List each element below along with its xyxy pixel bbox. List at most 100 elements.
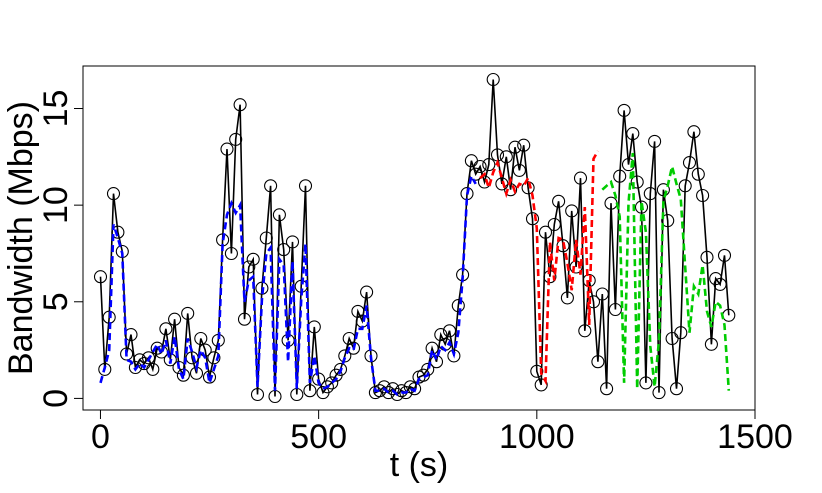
data-point-marker <box>713 277 727 291</box>
data-point-marker <box>556 239 570 253</box>
data-point-marker <box>678 179 692 193</box>
data-point-marker <box>538 225 553 239</box>
data-point-marker <box>168 312 182 326</box>
data-point-marker <box>259 231 273 245</box>
data-point-marker <box>220 142 234 156</box>
data-point-marker <box>469 167 483 181</box>
data-point-marker <box>499 150 513 164</box>
data-point-marker <box>578 324 592 338</box>
x-tick-label: 0 <box>91 418 110 456</box>
x-axis-label: t (s) <box>390 446 449 484</box>
data-point-marker <box>613 169 627 183</box>
data-point-marker <box>163 353 177 367</box>
data-point-marker <box>512 163 526 177</box>
y-tick-label: 15 <box>37 90 75 128</box>
data-point-marker <box>560 291 574 305</box>
data-point-marker <box>325 376 339 390</box>
data-point-marker <box>573 171 588 185</box>
data-point-marker <box>648 134 662 148</box>
data-point-marker <box>303 384 317 398</box>
data-point-marker <box>552 194 566 208</box>
series-line-prediction-2 <box>479 150 600 386</box>
data-point-marker <box>298 179 313 193</box>
data-point-marker <box>565 204 579 218</box>
data-point-marker <box>547 217 561 232</box>
data-point-marker <box>643 187 657 201</box>
data-point-marker <box>408 382 422 396</box>
data-point-marker <box>442 324 457 338</box>
data-point-marker <box>233 98 247 112</box>
data-point-marker <box>525 212 540 226</box>
data-point-marker <box>717 248 732 262</box>
data-point-marker <box>172 360 186 375</box>
data-point-marker <box>639 376 653 390</box>
data-point-marker <box>285 235 300 249</box>
series-line-prediction-3 <box>601 152 731 391</box>
data-point-marker <box>159 322 173 336</box>
data-point-marker <box>360 285 374 299</box>
data-point-marker <box>272 208 286 222</box>
data-point-marker <box>595 287 609 301</box>
data-point-marker <box>517 138 531 152</box>
data-point-marker <box>202 370 217 384</box>
data-point-marker <box>93 270 108 284</box>
data-point-marker <box>98 362 112 376</box>
data-point-marker <box>630 175 644 189</box>
data-point-marker <box>669 382 684 396</box>
data-point-marker <box>128 360 142 375</box>
data-point-marker <box>237 312 252 326</box>
data-point-marker <box>661 214 675 228</box>
data-point-marker <box>207 351 221 365</box>
y-axis: 0 5 10 15 <box>37 90 83 408</box>
data-point-marker <box>482 158 496 172</box>
data-point-marker <box>617 103 631 117</box>
data-point-marker <box>333 362 348 376</box>
data-point-marker <box>591 355 605 369</box>
data-point-marker <box>687 125 701 139</box>
data-point-marker <box>700 250 714 264</box>
data-point-marker <box>586 295 601 309</box>
y-tick-label: 5 <box>37 292 75 311</box>
data-point-marker <box>250 387 265 402</box>
data-point-marker <box>682 156 697 170</box>
data-point-marker <box>312 372 326 386</box>
data-point-marker <box>229 132 243 146</box>
data-point-marker <box>242 260 256 274</box>
data-point-marker <box>120 347 134 361</box>
data-point-marker <box>255 281 269 295</box>
data-point-marker <box>691 167 705 181</box>
data-point-marker <box>124 328 138 342</box>
data-point-marker <box>106 187 121 201</box>
data-point-marker <box>674 326 688 340</box>
plot-frame <box>82 65 756 411</box>
data-point-marker <box>224 246 238 261</box>
x-tick-label: 500 <box>290 418 347 456</box>
data-point-marker <box>320 380 334 394</box>
data-point-marker <box>146 362 160 376</box>
data-point-marker <box>534 378 548 392</box>
data-point-marker <box>246 252 260 266</box>
data-point-marker <box>508 140 522 154</box>
data-point-marker <box>277 243 291 257</box>
data-point-marker <box>608 302 622 317</box>
data-point-marker <box>451 299 465 313</box>
data-point-marker <box>621 158 636 172</box>
data-point-marker <box>133 353 147 367</box>
data-point-marker <box>600 382 614 396</box>
series-layer <box>93 72 736 404</box>
data-point-marker <box>704 337 718 351</box>
data-point-marker <box>626 127 640 141</box>
data-point-marker <box>569 260 583 274</box>
data-point-marker <box>181 306 195 320</box>
data-point-marker <box>521 181 535 195</box>
data-point-marker <box>530 364 544 378</box>
data-point-marker <box>390 387 404 402</box>
data-point-marker <box>346 341 361 355</box>
data-point-marker <box>634 200 649 214</box>
data-point-marker <box>264 179 278 193</box>
data-point-marker <box>486 72 500 87</box>
x-tick-label: 1000 <box>499 418 575 456</box>
series-line-prediction-1 <box>99 172 477 397</box>
